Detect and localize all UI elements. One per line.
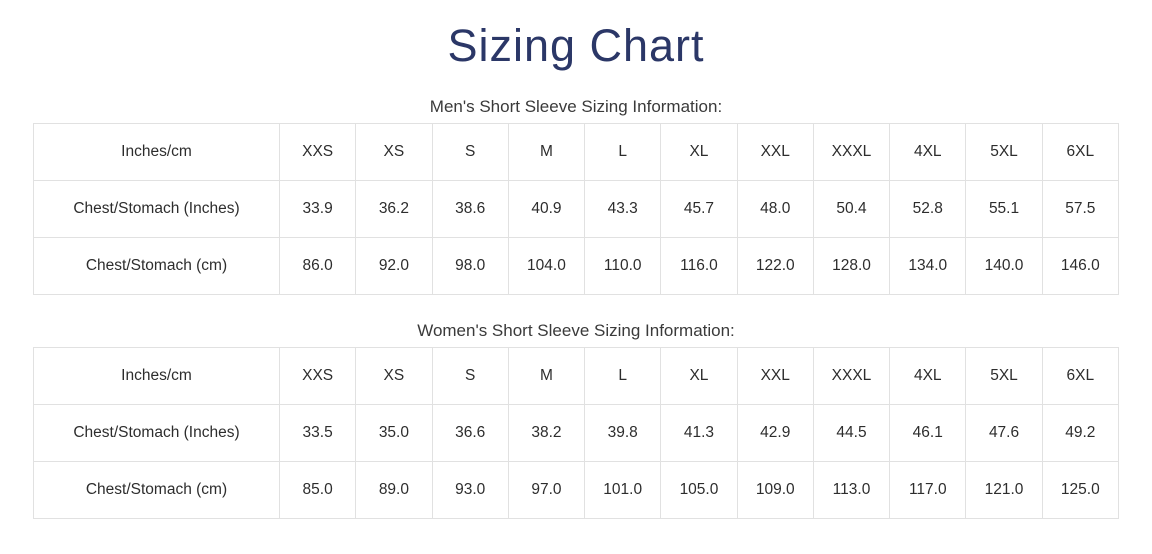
table-row-cm: Chest/Stomach (cm) 85.0 89.0 93.0 97.0 1…	[33, 461, 1120, 520]
column-header-xl: XL	[660, 347, 738, 406]
column-header-l: L	[584, 347, 662, 406]
row-label: Chest/Stomach (cm)	[33, 461, 280, 520]
column-header-4xl: 4XL	[889, 347, 967, 406]
size-value: 48.0	[736, 179, 814, 238]
column-header-4xl: 4XL	[889, 122, 967, 181]
size-value: 47.6	[965, 404, 1043, 463]
size-value: 101.0	[584, 461, 662, 520]
mens-header-row: Inches/cm XXS XS S M L XL XXL XXXL 4XL 5…	[33, 122, 1120, 181]
size-value: 121.0	[965, 461, 1043, 520]
size-value: 49.2	[1041, 404, 1120, 463]
size-value: 122.0	[736, 236, 814, 295]
mens-section-title: Men's Short Sleeve Sizing Information:	[429, 96, 723, 116]
size-value: 140.0	[965, 236, 1043, 295]
size-value: 55.1	[965, 179, 1043, 238]
page-title: Sizing Chart	[447, 20, 705, 71]
womens-sizing-table: Inches/cm XXS XS S M L XL XXL XXXL 4XL 5…	[33, 347, 1120, 520]
size-value: 105.0	[660, 461, 738, 520]
row-label: Chest/Stomach (cm)	[33, 236, 280, 295]
size-value: 33.9	[278, 179, 357, 238]
size-value: 113.0	[812, 461, 891, 520]
column-header-s: S	[431, 122, 509, 181]
size-value: 97.0	[507, 461, 586, 520]
size-value: 92.0	[355, 236, 433, 295]
size-value: 86.0	[278, 236, 357, 295]
size-value: 110.0	[584, 236, 662, 295]
size-value: 128.0	[812, 236, 891, 295]
size-value: 38.2	[507, 404, 586, 463]
size-value: 125.0	[1041, 461, 1120, 520]
column-header-xxs: XXS	[278, 347, 357, 406]
size-value: 42.9	[736, 404, 814, 463]
size-value: 93.0	[431, 461, 509, 520]
size-value: 134.0	[889, 236, 967, 295]
column-header-m: M	[507, 122, 586, 181]
column-header-xxl: XXL	[736, 122, 814, 181]
table-row-cm: Chest/Stomach (cm) 86.0 92.0 98.0 104.0 …	[33, 236, 1120, 295]
column-header-xxxl: XXXL	[812, 122, 891, 181]
table-row-inches: Chest/Stomach (Inches) 33.5 35.0 36.6 38…	[33, 404, 1120, 463]
size-value: 57.5	[1041, 179, 1120, 238]
table-row-inches: Chest/Stomach (Inches) 33.9 36.2 38.6 40…	[33, 179, 1120, 238]
column-header-s: S	[431, 347, 509, 406]
size-value: 40.9	[507, 179, 586, 238]
column-header-5xl: 5XL	[965, 122, 1043, 181]
column-header-xxxl: XXXL	[812, 347, 891, 406]
size-value: 85.0	[278, 461, 357, 520]
size-value: 116.0	[660, 236, 738, 295]
column-header-6xl: 6XL	[1041, 122, 1120, 181]
column-header-xl: XL	[660, 122, 738, 181]
size-value: 35.0	[355, 404, 433, 463]
size-value: 36.6	[431, 404, 509, 463]
size-value: 46.1	[889, 404, 967, 463]
size-value: 33.5	[278, 404, 357, 463]
size-value: 104.0	[507, 236, 586, 295]
column-header-5xl: 5XL	[965, 347, 1043, 406]
column-header-l: L	[584, 122, 662, 181]
column-header-m: M	[507, 347, 586, 406]
row-label: Chest/Stomach (Inches)	[33, 404, 280, 463]
size-value: 89.0	[355, 461, 433, 520]
womens-header-row: Inches/cm XXS XS S M L XL XXL XXXL 4XL 5…	[33, 347, 1120, 406]
size-value: 45.7	[660, 179, 738, 238]
size-value: 117.0	[889, 461, 967, 520]
mens-sizing-section: Men's Short Sleeve Sizing Information: I…	[0, 97, 1152, 295]
size-value: 38.6	[431, 179, 509, 238]
size-value: 39.8	[584, 404, 662, 463]
column-header-xs: XS	[355, 347, 433, 406]
sizing-chart-page: Sizing Chart Men's Short Sleeve Sizing I…	[0, 20, 1152, 520]
size-value: 44.5	[812, 404, 891, 463]
size-value: 98.0	[431, 236, 509, 295]
womens-section-title: Women's Short Sleeve Sizing Information:	[417, 320, 735, 340]
mens-sizing-table: Inches/cm XXS XS S M L XL XXL XXXL 4XL 5…	[33, 122, 1120, 295]
size-value: 52.8	[889, 179, 967, 238]
size-value: 36.2	[355, 179, 433, 238]
column-header-inches-cm: Inches/cm	[33, 347, 280, 406]
womens-sizing-section: Women's Short Sleeve Sizing Information:…	[0, 320, 1152, 520]
size-value: 41.3	[660, 404, 738, 463]
row-label: Chest/Stomach (Inches)	[33, 179, 280, 238]
column-header-xs: XS	[355, 122, 433, 181]
column-header-6xl: 6XL	[1041, 347, 1120, 406]
size-value: 109.0	[736, 461, 814, 520]
size-value: 43.3	[584, 179, 662, 238]
size-value: 146.0	[1041, 236, 1120, 295]
size-value: 50.4	[812, 179, 891, 238]
column-header-inches-cm: Inches/cm	[33, 122, 280, 181]
column-header-xxl: XXL	[736, 347, 814, 406]
column-header-xxs: XXS	[278, 122, 357, 181]
